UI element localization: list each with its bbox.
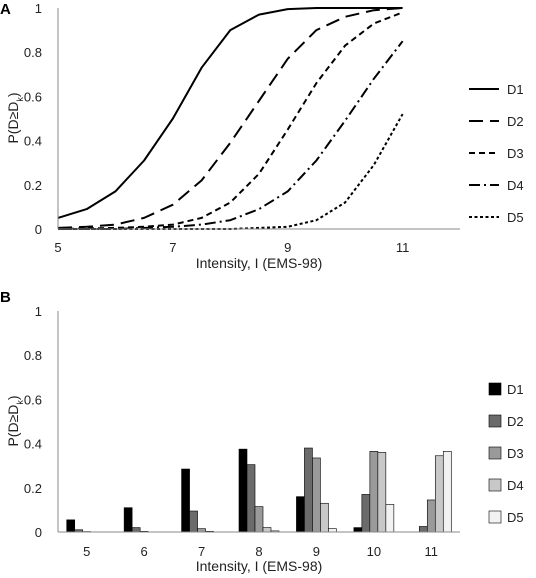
panel-b-x-tick-label: 7 — [198, 544, 205, 559]
bar-d3-i9 — [312, 457, 321, 533]
panel-a-y-tick-label: 1 — [35, 1, 42, 16]
panel-a-legend: D1 D2 D3 D4 D5 — [469, 82, 524, 225]
panel-b-y-tick-label: 0.8 — [24, 348, 42, 363]
bar-d1-i9 — [296, 496, 305, 533]
bar-d2-i7 — [189, 510, 198, 533]
bar-d5-i11 — [442, 451, 452, 533]
bar-d1-i10 — [353, 527, 363, 533]
panel-a-x-tick-label: 7 — [169, 240, 176, 255]
panel-b-y-tick-label: 0 — [35, 525, 42, 540]
series-line-d3 — [57, 11, 403, 230]
bar-d4-i11 — [434, 455, 444, 533]
panel-a-y-axis-label: P(D≥Dk) — [5, 92, 25, 143]
legend-label-d4: D4 — [507, 178, 524, 193]
panel-b-x-tick-label: 11 — [425, 544, 439, 559]
legend-swatch-d2 — [488, 414, 502, 428]
panel-a-y-tick-label: 0 — [35, 222, 42, 237]
legend-swatch-d3 — [488, 446, 502, 460]
bar-d3-i10 — [369, 451, 379, 533]
legend-label-d1: D1 — [507, 82, 524, 97]
bar-d4-i10 — [377, 452, 387, 533]
panel-b-y-tick-label: 1 — [35, 304, 42, 319]
bar-d1-i5 — [66, 519, 76, 533]
legend-label-d3: D3 — [507, 446, 524, 461]
panel-b-y-tick-label: 0.2 — [24, 481, 42, 496]
panel-b-bars — [66, 447, 452, 533]
legend-label-d3: D3 — [507, 146, 524, 161]
panel-b-x-axis-label: Intensity, I (EMS-98) — [196, 558, 323, 574]
bar-d2-i11 — [418, 526, 428, 533]
panel-b-y-tick-label: 0.6 — [24, 392, 42, 407]
legend-label-d1: D1 — [507, 382, 524, 397]
panel-a-y-label-main: P(D≥D — [5, 102, 21, 144]
panel-a: A 0 0.2 0.4 0.6 0.8 1 5 7 9 11 Intensity, I (EMS… — [0, 1, 524, 271]
panel-b-y-label-end: ) — [5, 395, 21, 400]
panel-a-y-label-sub: k — [15, 97, 25, 102]
series-line-d5 — [58, 113, 404, 230]
bar-d1-i8 — [238, 448, 248, 533]
legend-label-d5: D5 — [507, 510, 524, 525]
panel-b-x-tick-label: 9 — [313, 544, 320, 559]
bar-d5-i10 — [385, 504, 395, 533]
panel-b-x-tick-label: 8 — [255, 544, 262, 559]
panel-b-legend: D1 D2 D3 D4 D5 — [488, 382, 524, 525]
legend-label-d4: D4 — [507, 478, 524, 493]
panel-b: B 0 0.2 0.4 0.6 0.8 1 5 6 7 8 9 10 11 Intensity, I … — [0, 289, 524, 574]
bar-d1-i7 — [181, 468, 190, 533]
panel-a-x-axis-label: Intensity, I (EMS-98) — [196, 255, 323, 271]
panel-a-series-lines — [57, 7, 404, 230]
bar-d3-i11 — [426, 499, 436, 533]
panel-a-x-ticks: 5 7 9 11 — [54, 240, 409, 255]
legend-swatch-d1 — [488, 382, 502, 396]
panel-a-y-ticks: 0 0.2 0.4 0.6 0.8 1 — [24, 1, 42, 237]
bar-d2-i9 — [304, 447, 313, 533]
panel-b-y-label-main: P(D≥D — [5, 405, 21, 447]
bar-d2-i10 — [361, 494, 371, 533]
panel-b-y-tick-label: 0.4 — [24, 437, 42, 452]
panel-b-y-axis-label: P(D≥Dk) — [5, 395, 25, 446]
panel-a-x-tick-label: 5 — [54, 240, 61, 255]
panel-a-y-tick-label: 0.8 — [24, 45, 42, 60]
legend-swatch-d4 — [488, 478, 502, 492]
bar-d2-i6 — [131, 527, 141, 533]
panel-a-y-tick-label: 0.6 — [24, 89, 42, 104]
bar-d2-i8 — [246, 464, 256, 533]
legend-label-d2: D2 — [507, 414, 524, 429]
panel-b-x-ticks: 5 6 7 8 9 10 11 — [83, 544, 438, 559]
legend-label-d5: D5 — [507, 210, 524, 225]
panel-a-y-tick-label: 0.2 — [24, 178, 42, 193]
bar-d1-i6 — [123, 507, 133, 533]
series-line-d4 — [58, 40, 404, 230]
panel-b-x-tick-label: 5 — [83, 544, 90, 559]
bar-d4-i8 — [262, 527, 272, 533]
panel-b-y-ticks: 0 0.2 0.4 0.6 0.8 1 — [24, 304, 42, 540]
bar-d4-i9 — [320, 502, 329, 533]
panel-label-b: B — [0, 289, 11, 306]
panel-a-x-tick-label: 11 — [396, 240, 410, 255]
panel-label-a: A — [0, 1, 11, 18]
legend-swatch-d5 — [488, 510, 502, 524]
panel-b-y-label-sub: k — [15, 400, 25, 405]
panel-b-x-tick-label: 10 — [367, 544, 381, 559]
panel-b-x-tick-label: 6 — [141, 544, 148, 559]
bar-d3-i8 — [254, 506, 264, 533]
panel-a-x-tick-label: 9 — [284, 240, 291, 255]
panel-a-y-label-end: ) — [5, 92, 21, 97]
panel-a-y-tick-label: 0.4 — [24, 134, 42, 149]
series-line-d1 — [57, 7, 403, 219]
legend-label-d2: D2 — [507, 114, 524, 129]
